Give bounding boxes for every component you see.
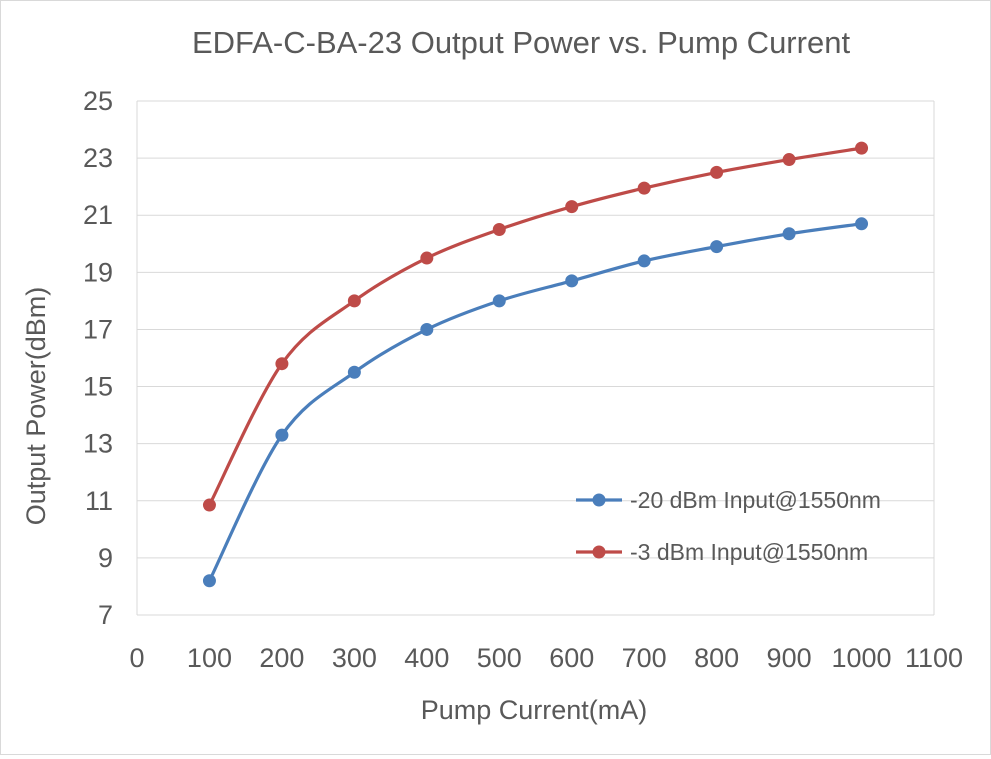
data-point xyxy=(347,294,361,308)
y-axis-label: Output Power(dBm) xyxy=(21,287,51,526)
data-point xyxy=(855,217,869,231)
series-1 xyxy=(202,217,869,588)
x-tick-label: 1000 xyxy=(832,643,892,673)
legend-item-1: -20 dBm Input@1550nm xyxy=(576,487,881,513)
data-point xyxy=(565,274,579,288)
data-point xyxy=(347,365,361,379)
data-point xyxy=(855,141,869,155)
y-tick-label: 17 xyxy=(83,314,113,344)
legend-swatch-marker xyxy=(592,493,606,507)
x-axis-label: Pump Current(mA) xyxy=(421,695,648,725)
x-tick-label: 500 xyxy=(477,643,522,673)
data-point xyxy=(637,181,651,195)
data-point xyxy=(275,357,289,371)
data-point xyxy=(710,240,724,254)
y-tick-label: 23 xyxy=(83,143,113,173)
y-tick-label: 25 xyxy=(83,86,113,116)
data-point xyxy=(782,153,796,167)
x-tick-label: 900 xyxy=(767,643,812,673)
data-point xyxy=(492,223,506,236)
tick-labels: 7 9 11 13 15 17 19 21 23 25 0 100 200 300 400 500 600 700… xyxy=(83,86,963,673)
data-point xyxy=(782,227,796,241)
y-tick-label: 11 xyxy=(85,486,113,516)
y-tick-label: 7 xyxy=(98,600,113,630)
x-tick-label: 600 xyxy=(549,643,594,673)
x-tick-label: 200 xyxy=(259,643,304,673)
legend-label: -20 dBm Input@1550nm xyxy=(630,487,881,513)
data-point xyxy=(710,165,724,179)
data-point xyxy=(275,428,289,442)
data-point xyxy=(420,322,434,336)
y-tick-label: 19 xyxy=(83,257,113,287)
x-tick-label: 700 xyxy=(622,643,667,673)
legend-label: -3 dBm Input@1550nm xyxy=(630,539,868,565)
legend-item-2: -3 dBm Input@1550nm xyxy=(576,539,868,565)
x-tick-label: 800 xyxy=(694,643,739,673)
data-point xyxy=(202,498,216,512)
series-lines xyxy=(202,141,869,588)
legend: -20 dBm Input@1550nm -3 dBm Input@1550nm xyxy=(576,487,881,565)
data-point xyxy=(420,251,434,265)
y-tick-label: 13 xyxy=(83,429,113,459)
y-tick-label: 21 xyxy=(83,200,113,230)
data-point xyxy=(202,574,216,588)
data-point xyxy=(565,200,579,214)
x-tick-label: 300 xyxy=(332,643,377,673)
gridlines xyxy=(136,100,935,616)
y-tick-label: 9 xyxy=(98,543,113,573)
x-tick-label: 400 xyxy=(404,643,449,673)
series-line-2 xyxy=(207,146,864,507)
data-point xyxy=(637,254,651,268)
x-tick-label: 0 xyxy=(129,643,144,673)
x-tick-label: 1100 xyxy=(905,643,963,673)
legend-swatch-marker xyxy=(592,545,606,559)
series-2 xyxy=(202,141,869,512)
chart-title: EDFA-C-BA-23 Output Power vs. Pump Curre… xyxy=(192,25,851,60)
series-line-1 xyxy=(207,222,864,583)
x-tick-label: 100 xyxy=(187,643,232,673)
y-tick-label: 15 xyxy=(83,372,113,402)
data-point xyxy=(492,294,506,308)
